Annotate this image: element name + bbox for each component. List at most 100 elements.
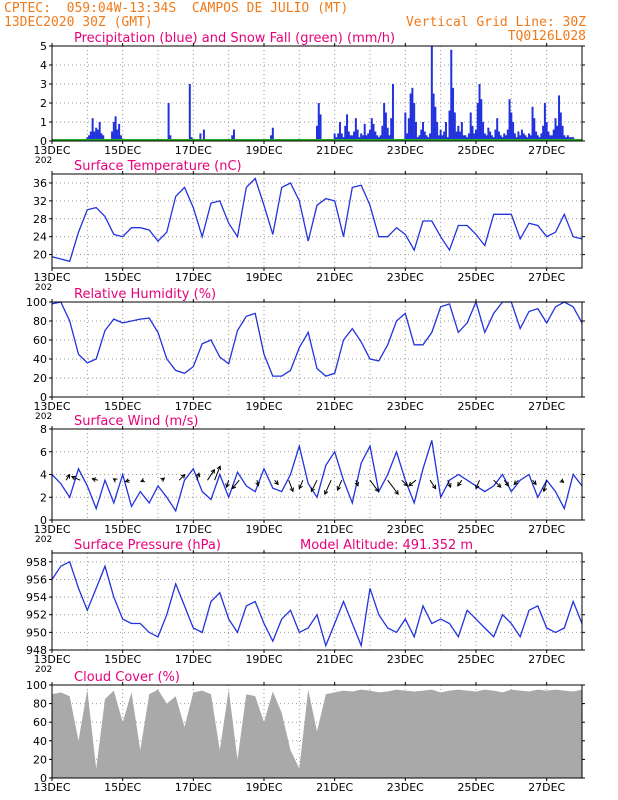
precip-bar [118,123,121,141]
precip-bar [351,135,354,141]
x-tick-label-clipped: 202 [35,535,52,545]
precip-bar [552,129,555,141]
wind-arrow-head [447,483,452,489]
wind-arrow-head [559,478,565,483]
precip-bar [455,131,458,141]
wind-arrow-head [431,484,437,490]
precip-bar [346,114,349,141]
precip-bar [418,135,421,141]
precip-bar [476,103,479,141]
precip-bar [333,133,336,141]
precip-bar [411,87,414,141]
x-tick-label-clipped: 202 [35,156,52,166]
y-tick-label: 28 [33,213,47,226]
y-tick-label: 20 [33,249,47,262]
wind-arrow-head [255,481,260,487]
x-tick-label: 19DEC [245,653,282,666]
x-tick-label: 27DEC [528,781,565,794]
x-tick-label: 21DEC [316,781,353,794]
precip-bar [529,135,532,141]
wind-arrow-head [160,477,166,482]
precip-bar [388,135,391,141]
precip-bar [497,131,500,141]
precip-bar [439,129,442,141]
x-tick-label: 21DEC [316,523,353,536]
precip-bar [199,133,202,141]
precip-bar [232,129,235,141]
x-tick-label: 21DEC [316,271,353,284]
precip-bar [490,135,493,141]
x-tick-label: 25DEC [457,144,494,157]
x-tick-label: 21DEC [316,144,353,157]
panel-2: 20 24 28 32 36 13DEC 15DEC 17DEC 19DEC 21DEC 23DEC… [33,159,585,293]
precip-bar [460,122,463,141]
precip-bar [89,131,92,141]
precip-bar [383,103,386,141]
plot-area [52,174,582,268]
y-tick-label: 40 [33,735,47,748]
precip-bar [533,118,536,141]
panel-6: 0 20 40 60 80 100 13DEC 15DEC 17DEC 19DEC 21DEC 23D… [26,670,585,794]
precip-bar [496,118,499,141]
x-tick-label: 21DEC [316,653,353,666]
x-tick-label: 27DEC [528,653,565,666]
precip-bar [316,125,318,141]
precip-bar [558,95,561,141]
x-tick-label: 23DEC [387,781,424,794]
precip-bar [459,131,462,141]
precip-bar [96,129,99,141]
x-tick-label: 25DEC [457,653,494,666]
wind-arrow-head [513,480,519,486]
x-tick-label: 23DEC [387,400,424,413]
x-tick-label: 27DEC [528,144,565,157]
x-tick-label: 19DEC [245,271,282,284]
precip-bar [409,93,412,141]
x-tick-label: 17DEC [175,653,212,666]
panel-1: 0 1 2 3 4 5 13DEC 15DEC 17DEC 19DEC 21DEC 23DEC 25DE… [33,31,585,166]
wind-arrow-head [408,481,413,487]
precip-bar [420,129,423,141]
precip-bar [543,103,546,141]
precip-bar [349,135,352,141]
x-tick-label: 17DEC [175,271,212,284]
y-tick-label: 5 [40,40,47,53]
x-tick-label: 23DEC [387,271,424,284]
precip-bar [338,122,341,141]
y-tick-label: 24 [33,231,47,244]
precip-bar [434,106,437,141]
precip-bar [231,135,234,141]
precip-bar [112,122,115,141]
wind-arrow-head [65,473,71,479]
panel-annotation: Model Altitude: 491.352 m [300,538,473,553]
x-tick-label: 13DEC [33,523,70,536]
precip-bar [457,125,460,141]
wind-arrow-head [195,472,201,478]
y-tick-label: 958 [26,556,47,569]
panel-title: Cloud Cover (%) [74,670,180,685]
panel-title: Surface Temperature (nC) [74,159,242,174]
precip-bar [450,49,453,141]
wind-arrow-head [274,480,279,486]
x-tick-label-clipped: 202 [35,283,52,293]
wind-arrow [475,479,480,489]
series-line [51,300,583,377]
wind-arrow-head [504,481,510,487]
precip-bar [535,131,538,141]
precip-bar [337,133,340,141]
x-tick-label: 19DEC [245,144,282,157]
precip-bar [422,122,424,141]
precip-bar [372,123,375,141]
precip-bar [93,131,96,141]
precip-bar [360,133,363,141]
wind-arrow-head [225,483,230,489]
precip-bar [563,135,566,141]
precip-bar [489,131,492,141]
wind-arrow-head [403,481,409,487]
wind-arrow-head [112,478,118,483]
precip-bar [429,133,432,141]
wind-arrow-head [475,484,480,490]
wind-arrow-head [289,487,294,493]
precip-bar [111,131,114,141]
wind-arrow [71,476,81,481]
